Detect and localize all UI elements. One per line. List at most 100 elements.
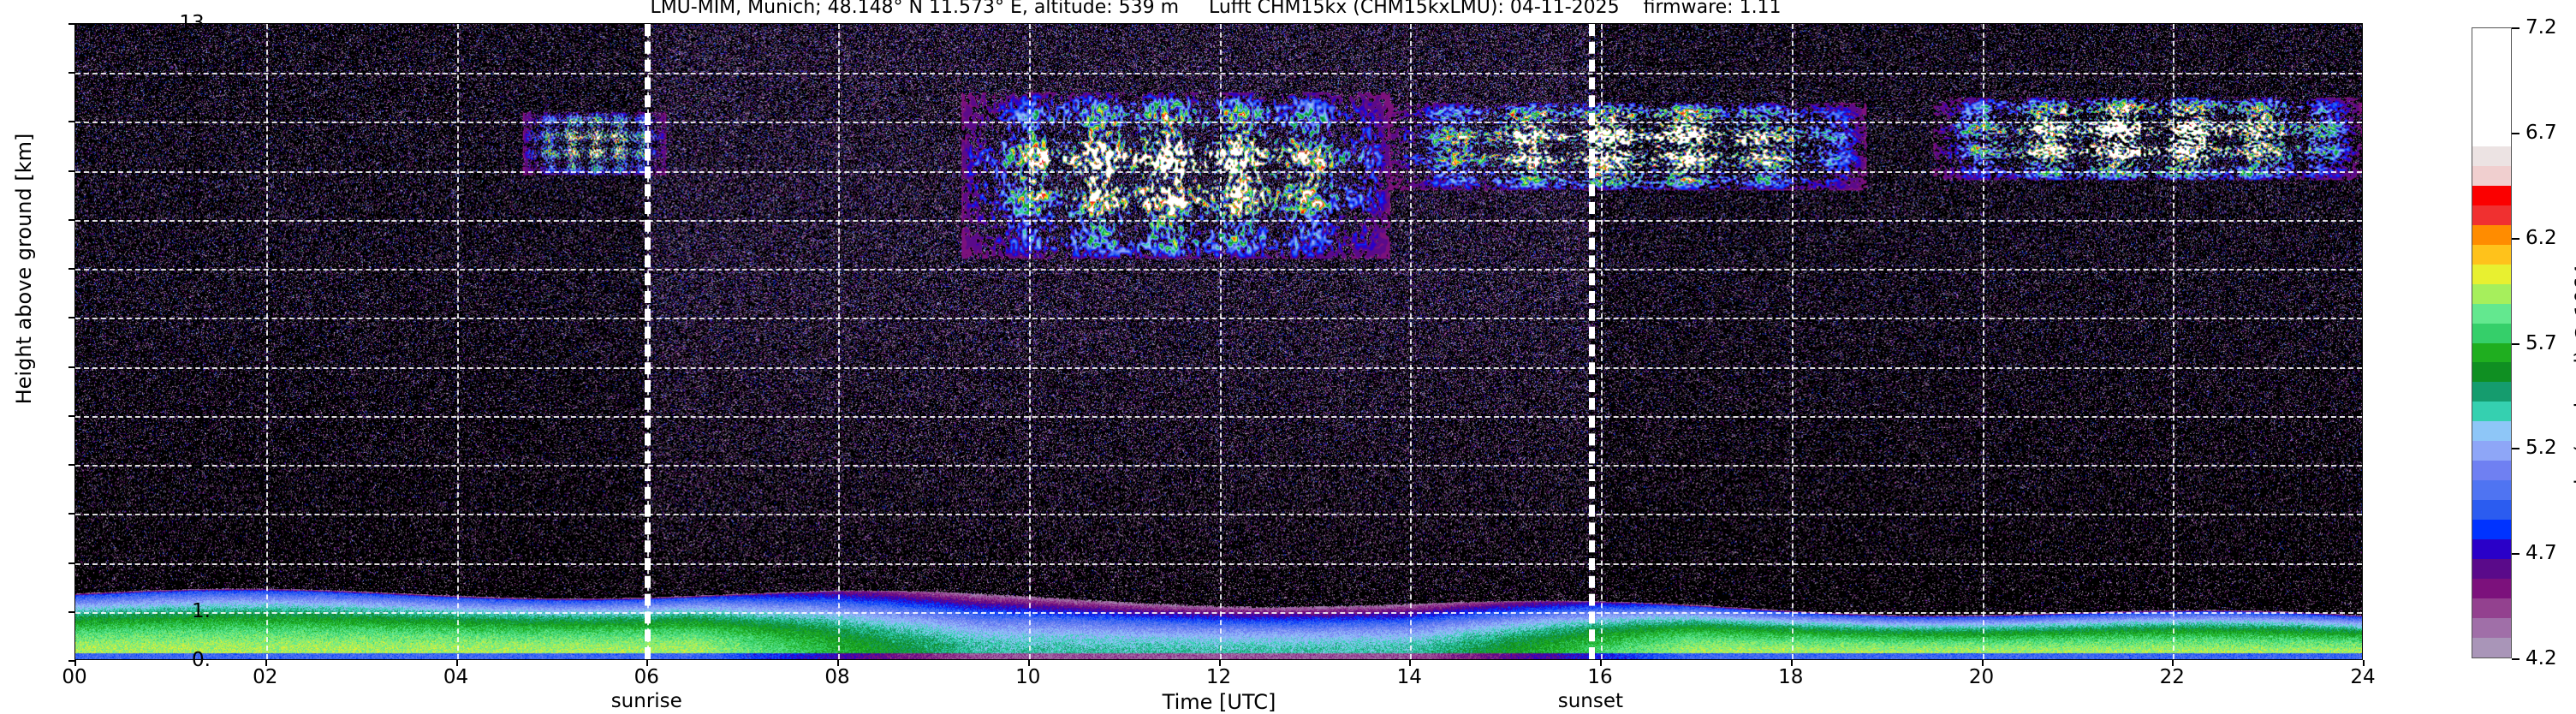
sunset-label: sunset [1557,690,1624,712]
x-tick-label: 06 [634,666,659,688]
colorbar-band [2472,28,2511,48]
y-tick-label: 2. [192,550,211,574]
page-title: LMU-MIM, Munich; 48.148° N 11.573° E, al… [650,0,1782,18]
y-tick-label: 9. [192,207,211,230]
colorbar-band [2472,402,2511,422]
colorbar-tick [2512,132,2519,134]
x-tick [455,660,458,666]
y-tick-label: 8. [192,257,211,280]
colorbar-band [2472,86,2511,107]
colorbar-tick-label: 4.2 [2525,647,2557,669]
x-tick [1600,660,1602,666]
x-tick-label: 22 [2159,666,2185,688]
x-tick [2363,660,2365,666]
y-tick [68,218,74,221]
colorbar-band [2472,126,2511,146]
colorbar-band [2472,382,2511,402]
colorbar-band [2472,638,2511,657]
colorbar-band [2472,598,2511,619]
y-tick [68,72,74,74]
colorbar [2472,27,2512,658]
colorbar-band [2472,303,2511,324]
y-tick [68,121,74,123]
colorbar-tick [2512,27,2519,29]
x-tick-label: 08 [824,666,850,688]
y-tick-label: 1. [192,599,211,622]
x-tick-label: 20 [1968,666,1995,688]
x-tick [1409,660,1412,666]
colorbar-band [2472,539,2511,560]
colorbar-band [2472,520,2511,540]
y-tick [68,268,74,271]
x-tick [1790,660,1793,666]
backscatter-heatmap [75,24,2362,659]
colorbar-band [2472,244,2511,265]
x-tick [1027,660,1030,666]
colorbar-band [2472,559,2511,580]
x-tick-label: 10 [1015,666,1041,688]
backscatter-plot-area[interactable] [74,23,2363,660]
colorbar-tick-label: 5.7 [2525,331,2557,354]
y-tick [68,513,74,515]
y-tick-label: 12. [179,61,211,84]
x-tick [646,660,649,666]
y-tick [68,23,74,25]
y-tick [68,317,74,319]
colorbar-tick-label: 5.2 [2525,437,2557,460]
x-tick-label: 16 [1587,666,1613,688]
x-tick-label: 04 [443,666,469,688]
x-tick [2172,660,2174,666]
colorbar-band [2472,500,2511,521]
colorbar-band [2472,67,2511,87]
colorbar-band [2472,480,2511,501]
y-axis-title: Height above ground [km] [12,133,36,405]
colorbar-tick-label: 7.2 [2525,16,2557,39]
y-tick-label: 5. [192,403,211,426]
colorbar-band [2472,165,2511,186]
colorbar-band [2472,205,2511,225]
colorbar-title: log(rc-signal) @ 1064 nm [2571,223,2576,485]
x-tick-label: 00 [62,666,87,688]
y-tick-label: 6. [192,354,211,378]
x-tick [265,660,267,666]
colorbar-tick [2512,342,2519,345]
y-tick-label: 10. [179,158,211,181]
y-tick [68,562,74,564]
colorbar-band [2472,421,2511,442]
y-tick [68,170,74,172]
x-tick [1218,660,1221,666]
colorbar-band [2472,185,2511,205]
y-tick-label: 4. [192,453,211,476]
colorbar-band [2472,461,2511,481]
colorbar-band [2472,146,2511,166]
y-tick-label: 3. [192,502,211,525]
x-tick-label: 02 [253,666,278,688]
x-tick-label: 12 [1205,666,1232,688]
colorbar-tick-label: 6.7 [2525,121,2557,144]
y-tick-label: 7. [192,306,211,329]
colorbar-band [2472,323,2511,343]
x-tick [1981,660,1984,666]
colorbar-band [2472,283,2511,304]
sunrise-label: sunrise [610,690,682,712]
colorbar-band [2472,106,2511,127]
x-tick-label: 14 [1396,666,1422,688]
colorbar-band [2472,342,2511,363]
colorbar-tick [2512,448,2519,450]
colorbar-tick-label: 4.7 [2525,542,2557,565]
colorbar-band [2472,224,2511,245]
y-tick-label: 11. [179,110,211,133]
colorbar-tick [2512,237,2519,240]
y-tick [68,464,74,467]
colorbar-band [2472,47,2511,68]
colorbar-band [2472,264,2511,284]
y-tick [68,610,74,613]
y-tick [68,414,74,417]
colorbar-band [2472,618,2511,639]
colorbar-band [2472,441,2511,461]
y-tick [68,660,74,662]
colorbar-band [2472,362,2511,383]
y-tick-label: 13. [179,12,211,34]
colorbar-tick [2512,658,2519,660]
